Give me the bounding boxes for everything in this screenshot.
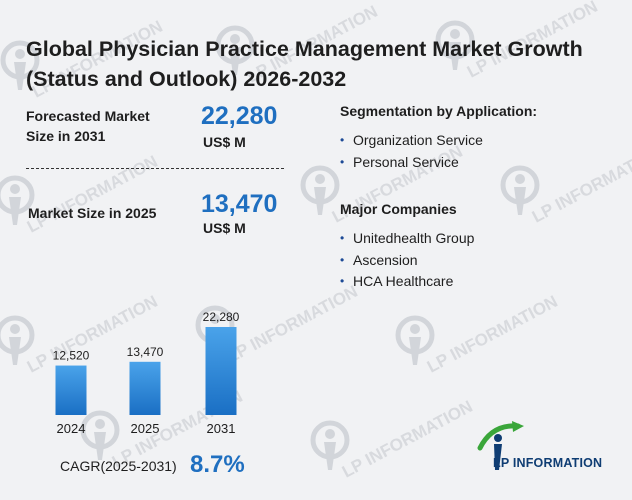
lp-information-logo <box>477 421 524 470</box>
cagr-value: 8.7% <box>190 451 245 478</box>
forecast-unit: US$ M <box>203 134 246 150</box>
x-tick-label: 2031 <box>207 421 236 436</box>
bar-2031 <box>205 327 237 415</box>
company-item: • HCA Healthcare <box>340 271 474 293</box>
bar-value-label: 13,470 <box>127 345 164 359</box>
segmentation-item: • Organization Service <box>340 130 483 152</box>
x-tick-label: 2024 <box>57 421 86 436</box>
watermark-mark <box>503 142 632 227</box>
logo-text: LP INFORMATION <box>493 456 603 470</box>
bar-2024 <box>55 365 87 415</box>
watermark-mark <box>313 397 476 482</box>
forecast-value: 22,280 <box>201 102 278 130</box>
segmentation-item: • Personal Service <box>340 152 483 174</box>
bullet-icon: • <box>340 231 345 245</box>
current-label: Market Size in 2025 <box>28 205 157 221</box>
company-item: • Unitedhealth Group <box>340 228 474 250</box>
bar-value-label: 12,520 <box>53 349 90 363</box>
cagr-label: CAGR(2025-2031) <box>60 458 177 474</box>
segmentation-heading: Segmentation by Application: <box>340 103 538 119</box>
divider <box>26 168 284 169</box>
companies-heading: Major Companies <box>340 201 457 217</box>
x-tick-label: 2025 <box>131 421 160 436</box>
watermark-mark <box>398 292 561 377</box>
bullet-icon: • <box>340 133 345 147</box>
bullet-icon: • <box>340 154 345 169</box>
current-unit: US$ M <box>203 220 246 236</box>
bar-2025 <box>129 361 161 415</box>
page-title: Global Physician Practice Management Mar… <box>26 37 583 91</box>
segmentation-list: • Organization Service • Personal Service <box>340 130 483 173</box>
forecast-label: Forecasted Market Size in 2031 <box>26 108 150 144</box>
bullet-icon: • <box>340 274 345 288</box>
company-item: • Ascension <box>340 250 474 272</box>
current-value: 13,470 <box>201 190 278 218</box>
bullet-icon: • <box>340 252 345 267</box>
companies-list: • Unitedhealth Group • Ascension • HCA Heal… <box>340 228 474 293</box>
bar-value-label: 22,280 <box>203 310 240 324</box>
watermark-mark <box>0 152 161 237</box>
bar-chart: 12,520 2024 13,470 2025 22,280 2031 <box>53 310 240 436</box>
